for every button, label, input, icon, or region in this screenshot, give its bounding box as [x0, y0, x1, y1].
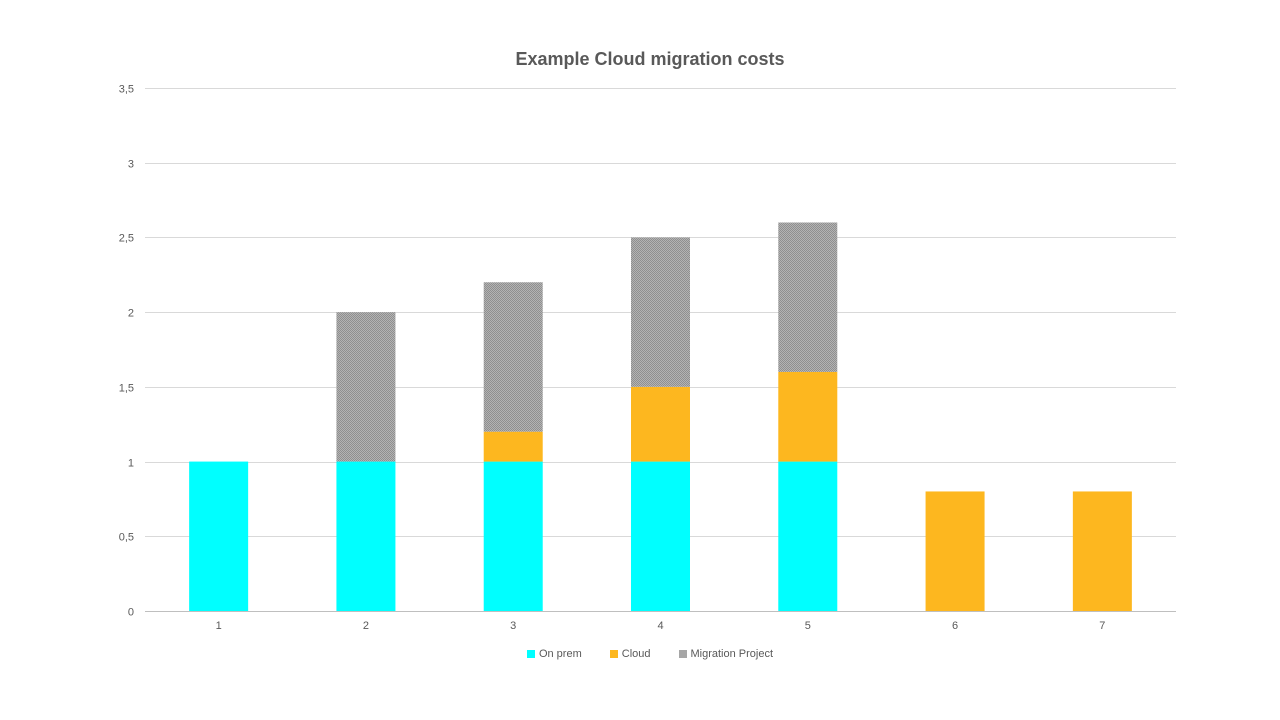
x-tick-label: 6	[952, 620, 958, 632]
y-tick-label: 3	[128, 159, 134, 171]
legend-swatch-migration-project	[678, 650, 687, 658]
legend-item-migration-project: Migration Project	[678, 648, 774, 660]
legend: On prem Cloud Migration Project	[0, 648, 1280, 660]
legend-swatch-cloud	[609, 650, 618, 658]
bar-on-prem-1	[189, 461, 249, 611]
bar-on-prem-3	[483, 461, 543, 611]
bars	[189, 222, 1132, 611]
bar-migration-project-2	[336, 312, 396, 462]
x-tick-label: 7	[1099, 620, 1105, 632]
bar-on-prem-4	[631, 461, 690, 611]
y-axis-ticks: 0 0,5 1 1,5 2 2,5 3 3,5	[119, 84, 134, 619]
x-tick-label: 1	[216, 620, 222, 632]
legend-label-on-prem: On prem	[538, 648, 582, 660]
bar-on-prem-2	[336, 461, 396, 611]
x-tick-label: 5	[805, 620, 811, 632]
x-axis-ticks: 1 2 3 4 5 6 7	[216, 620, 1106, 632]
bar-cloud-3	[483, 431, 543, 462]
legend-item-cloud: Cloud	[609, 648, 651, 660]
legend-label-cloud: Cloud	[621, 648, 651, 660]
bar-on-prem-5	[778, 461, 838, 611]
x-tick-label: 2	[363, 620, 369, 632]
legend-item-on-prem: On prem	[526, 648, 582, 660]
x-tick-label: 4	[657, 620, 663, 632]
chart-title: Example Cloud migration costs	[515, 49, 785, 69]
bar-migration-project-5	[778, 222, 838, 372]
y-tick-label: 2,5	[119, 233, 134, 245]
bar-migration-project-4	[631, 237, 690, 387]
bar-cloud-6	[925, 491, 985, 611]
y-tick-label: 2	[128, 308, 134, 320]
bar-migration-project-3	[483, 282, 543, 432]
bar-cloud-5	[778, 371, 838, 462]
y-tick-label: 0	[128, 607, 134, 619]
y-tick-label: 3,5	[119, 84, 134, 96]
legend-label-migration-project: Migration Project	[690, 648, 774, 660]
y-tick-label: 0,5	[119, 532, 134, 544]
bar-cloud-7	[1072, 491, 1132, 611]
x-tick-label: 3	[510, 620, 516, 632]
y-tick-label: 1	[128, 458, 134, 470]
y-tick-label: 1,5	[119, 383, 134, 395]
legend-swatch-on-prem	[526, 650, 535, 658]
bar-cloud-4	[631, 386, 690, 462]
